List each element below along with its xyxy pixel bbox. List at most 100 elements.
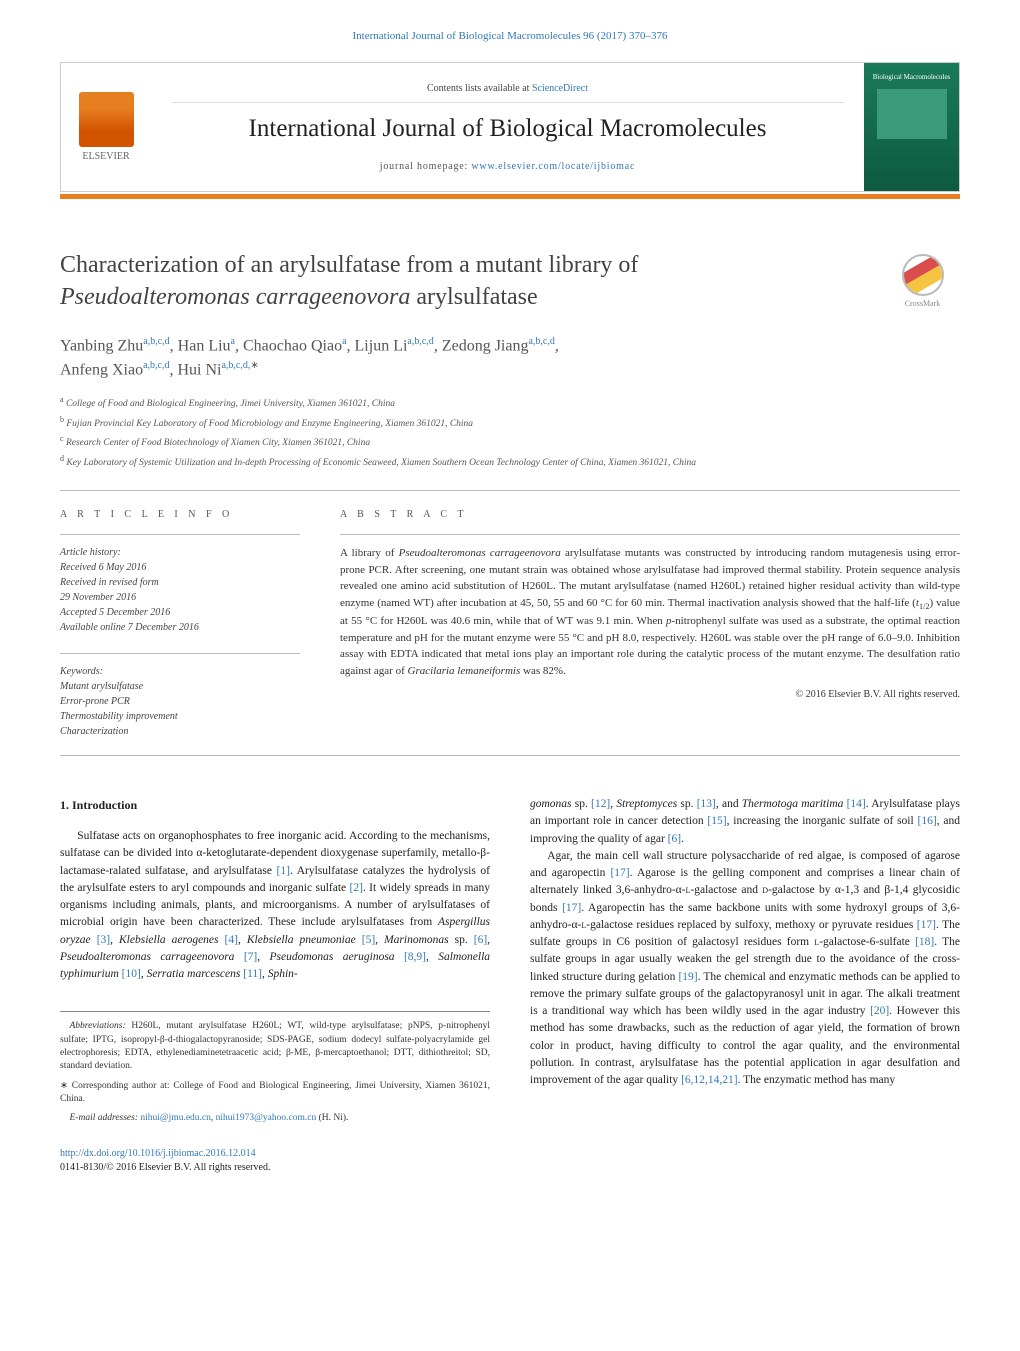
- affil-a: a College of Food and Biological Enginee…: [60, 394, 960, 411]
- crossmark-badge[interactable]: CrossMark: [885, 254, 960, 308]
- cite-17b[interactable]: [17]: [562, 902, 581, 914]
- keyword-1: Mutant arylsulfatase: [60, 679, 300, 694]
- author-5-affil: a,b,c,d: [528, 336, 554, 347]
- page: International Journal of Biological Macr…: [0, 0, 1020, 1215]
- abbreviations: Abbreviations: H260L, mutant arylsulfata…: [60, 1020, 490, 1073]
- cite-5[interactable]: [5]: [356, 934, 375, 946]
- author-2: Han Liu: [178, 337, 231, 354]
- keywords: Keywords: Mutant arylsulfatase Error-pro…: [60, 653, 300, 739]
- crossmark-icon: [902, 254, 944, 296]
- author-4-affil: a,b,c,d: [407, 336, 433, 347]
- homepage-link[interactable]: www.elsevier.com/locate/ijbiomac: [471, 161, 635, 172]
- cite-19[interactable]: [19]: [678, 971, 697, 983]
- divider-2: [60, 755, 960, 756]
- column-right: gomonas sp. [12], Streptomyces sp. [13],…: [530, 796, 960, 1175]
- history-online: Available online 7 December 2016: [60, 620, 300, 635]
- homepage-line: journal homepage: www.elsevier.com/locat…: [171, 161, 844, 172]
- affil-b: b Fujian Provincial Key Laboratory of Fo…: [60, 414, 960, 431]
- cite-1[interactable]: [1]: [277, 865, 290, 877]
- accent-bar: [60, 194, 960, 199]
- author-6-affil: a,b,c,d: [143, 360, 169, 371]
- affiliations: a College of Food and Biological Enginee…: [60, 394, 960, 470]
- keyword-4: Characterization: [60, 724, 300, 739]
- cite-21[interactable]: [6,12,14,21]: [681, 1074, 738, 1086]
- cite-13[interactable]: [13]: [697, 798, 716, 810]
- keyword-3: Thermostability improvement: [60, 709, 300, 724]
- authors: Yanbing Zhua,b,c,d, Han Liua, Chaochao Q…: [60, 334, 960, 383]
- history-heading: Article history:: [60, 545, 300, 560]
- body-columns: 1. Introduction Sulfatase acts on organo…: [60, 796, 960, 1175]
- elsevier-tree-icon: [79, 92, 134, 147]
- intro-p1-cont: gomonas sp. [12], Streptomyces sp. [13],…: [530, 796, 960, 848]
- journal-cover[interactable]: Biological Macromolecules: [864, 63, 959, 191]
- abstract-label: A B S T R A C T: [340, 509, 960, 520]
- intro-p1: Sulfatase acts on organophosphates to fr…: [60, 828, 490, 983]
- history-revised-1: Received in revised form: [60, 575, 300, 590]
- cover-image-icon: [877, 89, 947, 139]
- author-3-affil: a: [342, 336, 346, 347]
- history-revised-2: 29 November 2016: [60, 590, 300, 605]
- corresponding-author: ∗ Corresponding author at: College of Fo…: [60, 1080, 490, 1107]
- issn-copyright: 0141-8130/© 2016 Elsevier B.V. All right…: [60, 1161, 490, 1175]
- article-info-col: A R T I C L E I N F O Article history: R…: [60, 509, 300, 739]
- history-received: Received 6 May 2016: [60, 560, 300, 575]
- cite-2[interactable]: [2]: [350, 882, 363, 894]
- cite-17c[interactable]: [17]: [917, 919, 936, 931]
- keyword-2: Error-prone PCR: [60, 694, 300, 709]
- doi-block: http://dx.doi.org/10.1016/j.ijbiomac.201…: [60, 1147, 490, 1175]
- cover-title: Biological Macromolecules: [873, 73, 951, 81]
- keywords-heading: Keywords:: [60, 664, 300, 679]
- cite-16[interactable]: [16]: [918, 815, 937, 827]
- cite-17[interactable]: [17]: [610, 867, 629, 879]
- intro-p2: Agar, the main cell wall structure polys…: [530, 848, 960, 1090]
- paper-title: Characterization of an arylsulfatase fro…: [60, 249, 960, 314]
- author-7-affil: a,b,c,d,: [221, 360, 250, 371]
- article-info-label: A R T I C L E I N F O: [60, 509, 300, 520]
- title-species: Pseudoalteromonas carrageenovora: [60, 284, 410, 310]
- sciencedirect-link[interactable]: ScienceDirect: [532, 83, 588, 94]
- elsevier-logo[interactable]: ELSEVIER: [61, 63, 151, 191]
- journal-header: ELSEVIER Contents lists available at Sci…: [60, 62, 960, 192]
- doi-link[interactable]: http://dx.doi.org/10.1016/j.ijbiomac.201…: [60, 1147, 490, 1161]
- cite-14[interactable]: [14]: [843, 798, 865, 810]
- section-heading-intro: 1. Introduction: [60, 796, 490, 814]
- cite-7[interactable]: [7]: [234, 951, 257, 963]
- cite-4[interactable]: [4]: [219, 934, 238, 946]
- author-1: Yanbing Zhu: [60, 337, 143, 354]
- crossmark-label: CrossMark: [885, 299, 960, 308]
- top-journal-ref[interactable]: International Journal of Biological Macr…: [60, 30, 960, 42]
- author-2-affil: a: [231, 336, 235, 347]
- cite-20[interactable]: [20]: [870, 1005, 889, 1017]
- abstract-text: A library of Pseudoalteromonas carrageen…: [340, 534, 960, 679]
- cite-18[interactable]: [18]: [915, 936, 934, 948]
- contents-line: Contents lists available at ScienceDirec…: [171, 83, 844, 103]
- cite-3[interactable]: [3]: [91, 934, 110, 946]
- cite-11[interactable]: [11]: [240, 968, 262, 980]
- cite-8-9[interactable]: [8,9]: [395, 951, 426, 963]
- header-center: Contents lists available at ScienceDirec…: [151, 73, 864, 182]
- elsevier-label: ELSEVIER: [82, 151, 129, 162]
- divider: [60, 490, 960, 491]
- contents-prefix: Contents lists available at: [427, 83, 532, 94]
- affil-d: d Key Laboratory of Systemic Utilization…: [60, 453, 960, 470]
- title-line1: Characterization of an arylsulfatase fro…: [60, 252, 638, 278]
- cite-6[interactable]: [6]: [474, 934, 487, 946]
- abstract-col: A B S T R A C T A library of Pseudoalter…: [340, 509, 960, 739]
- cite-15[interactable]: [15]: [707, 815, 726, 827]
- author-1-affil: a,b,c,d: [143, 336, 169, 347]
- article-history: Article history: Received 6 May 2016 Rec…: [60, 534, 300, 635]
- title-rest: arylsulfatase: [410, 284, 537, 310]
- history-accepted: Accepted 5 December 2016: [60, 605, 300, 620]
- corresponding-star: ∗: [250, 360, 258, 371]
- cite-6b[interactable]: [6]: [668, 833, 681, 845]
- author-5: Zedong Jiang: [442, 337, 529, 354]
- author-7: Hui Ni: [177, 361, 221, 378]
- email-1[interactable]: nihui@jmu.edu.cn: [138, 1113, 211, 1123]
- column-left: 1. Introduction Sulfatase acts on organo…: [60, 796, 490, 1175]
- cite-12[interactable]: [12]: [591, 798, 610, 810]
- affil-c: c Research Center of Food Biotechnology …: [60, 433, 960, 450]
- title-block: CrossMark Characterization of an arylsul…: [60, 249, 960, 470]
- email-addresses: E-mail addresses: nihui@jmu.edu.cn, nihu…: [60, 1112, 490, 1125]
- cite-10[interactable]: [10]: [119, 968, 141, 980]
- email-2[interactable]: nihui1973@yahoo.com.cn: [216, 1113, 317, 1123]
